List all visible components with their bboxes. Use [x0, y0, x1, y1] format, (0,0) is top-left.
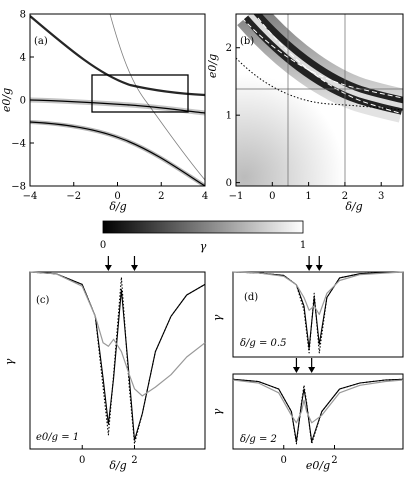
panel-b-label: (b)	[240, 36, 254, 47]
colorbar-label: γ	[200, 240, 207, 253]
panel-a-zoom-box	[91, 74, 189, 113]
panel-e: δ/g = 2 0 2 e0/g γ	[211, 358, 404, 472]
panel-e-xtick-label: 2	[331, 455, 337, 466]
panel-a-xtick-label: −2	[66, 191, 81, 202]
panel-c-ylabel: γ	[3, 358, 16, 365]
panel-d-arrow-head	[315, 265, 323, 271]
panel-b: (b) −1 0 1 2 3 0 1 2 δ/g e0/g	[206, 13, 404, 213]
panel-a-xtick-label: −4	[23, 191, 38, 202]
panel-a-diagonal	[109, 14, 205, 181]
panel-d-series-2	[232, 271, 404, 316]
panel-a-xtick-label: 2	[158, 191, 164, 202]
panel-e-arrow-head	[292, 367, 300, 373]
panel-c-series-2	[29, 271, 206, 397]
panel-b-xtick-label: 3	[378, 191, 384, 202]
panel-a-ytick-label: −8	[11, 182, 26, 193]
panel-a-ytick-label: −4	[11, 139, 26, 150]
panel-a-frame-bg	[30, 14, 205, 186]
panel-c-arrow-head	[130, 265, 138, 271]
panel-b-xtick-label: 1	[305, 191, 311, 202]
panel-b-xtick-label: 2	[342, 191, 348, 202]
panel-b-ytick-label: 1	[226, 111, 232, 122]
panel-c-arrow-head	[104, 265, 112, 271]
panel-e-arrow-head	[308, 367, 316, 373]
panel-e-annotation: δ/g = 2	[240, 434, 277, 445]
panel-d-ylabel: γ	[211, 314, 224, 321]
panel-b-xtick-label: 0	[269, 191, 275, 202]
panel-a-ytick-label: 4	[20, 53, 26, 64]
panel-e-ylabel: γ	[211, 408, 224, 415]
panel-b-frame	[235, 13, 404, 187]
panel-d-label: (d)	[244, 292, 258, 303]
panel-e-series-1	[232, 378, 404, 445]
panel-c-xtick-label: 2	[131, 455, 137, 466]
colorbar-gradient	[102, 220, 304, 234]
panel-d-arrow-head	[305, 265, 313, 271]
panel-c-label: (c)	[36, 295, 50, 306]
panel-a-ytick-label: 0	[20, 96, 26, 107]
panel-c-annotation: e0/g = 1	[36, 432, 79, 443]
panel-a-heatmap	[30, 14, 205, 186]
panel-a-xtick-label: 4	[202, 191, 208, 202]
panel-a-xtick-label: 0	[114, 191, 120, 202]
panel-b-heatmap	[236, 14, 403, 186]
panel-a-label: (a)	[34, 36, 48, 47]
panel-d: (d) δ/g = 0.5 γ	[211, 256, 404, 358]
colorbar-tick-0: 0	[100, 240, 106, 251]
panel-d-annotation: δ/g = 0.5	[240, 338, 286, 349]
panel-c-frame	[29, 271, 206, 450]
panel-b-upper-dashed	[241, 17, 403, 99]
panel-b-ytick-label: 0	[226, 178, 232, 189]
panel-d-series-1	[232, 271, 404, 354]
panel-a-ytick-label: 8	[20, 10, 26, 21]
panel-e-xlabel: e0/g	[306, 459, 330, 472]
panel-c: (c) e0/g = 1 0 2 δ/g γ	[3, 256, 206, 472]
panel-e-series-2	[232, 379, 404, 424]
panel-e-frame	[232, 373, 404, 450]
panel-b-lower-dashed	[257, 17, 403, 115]
panel-a-mid-branch	[30, 99, 205, 114]
panel-b-band-center	[248, 14, 403, 109]
panel-a-xlabel: δ/g	[109, 200, 126, 213]
panel-b-xtick-label: −1	[229, 191, 244, 202]
colorbar: 0 1 γ	[100, 220, 306, 253]
panel-e-xtick-label: 0	[281, 455, 287, 466]
panel-c-xtick-label: 0	[79, 455, 85, 466]
panel-b-ylabel: e0/g	[206, 54, 219, 78]
panel-b-xlabel: δ/g	[345, 200, 362, 213]
panel-b-ytick-label: 2	[226, 43, 232, 54]
panel-c-xlabel: δ/g	[109, 459, 126, 472]
colorbar-tick-1: 1	[300, 240, 306, 251]
panel-a-upper-branch	[30, 15, 205, 97]
panel-a-ylabel: e0/g	[0, 88, 13, 112]
panel-a-lower-branch	[30, 121, 205, 186]
